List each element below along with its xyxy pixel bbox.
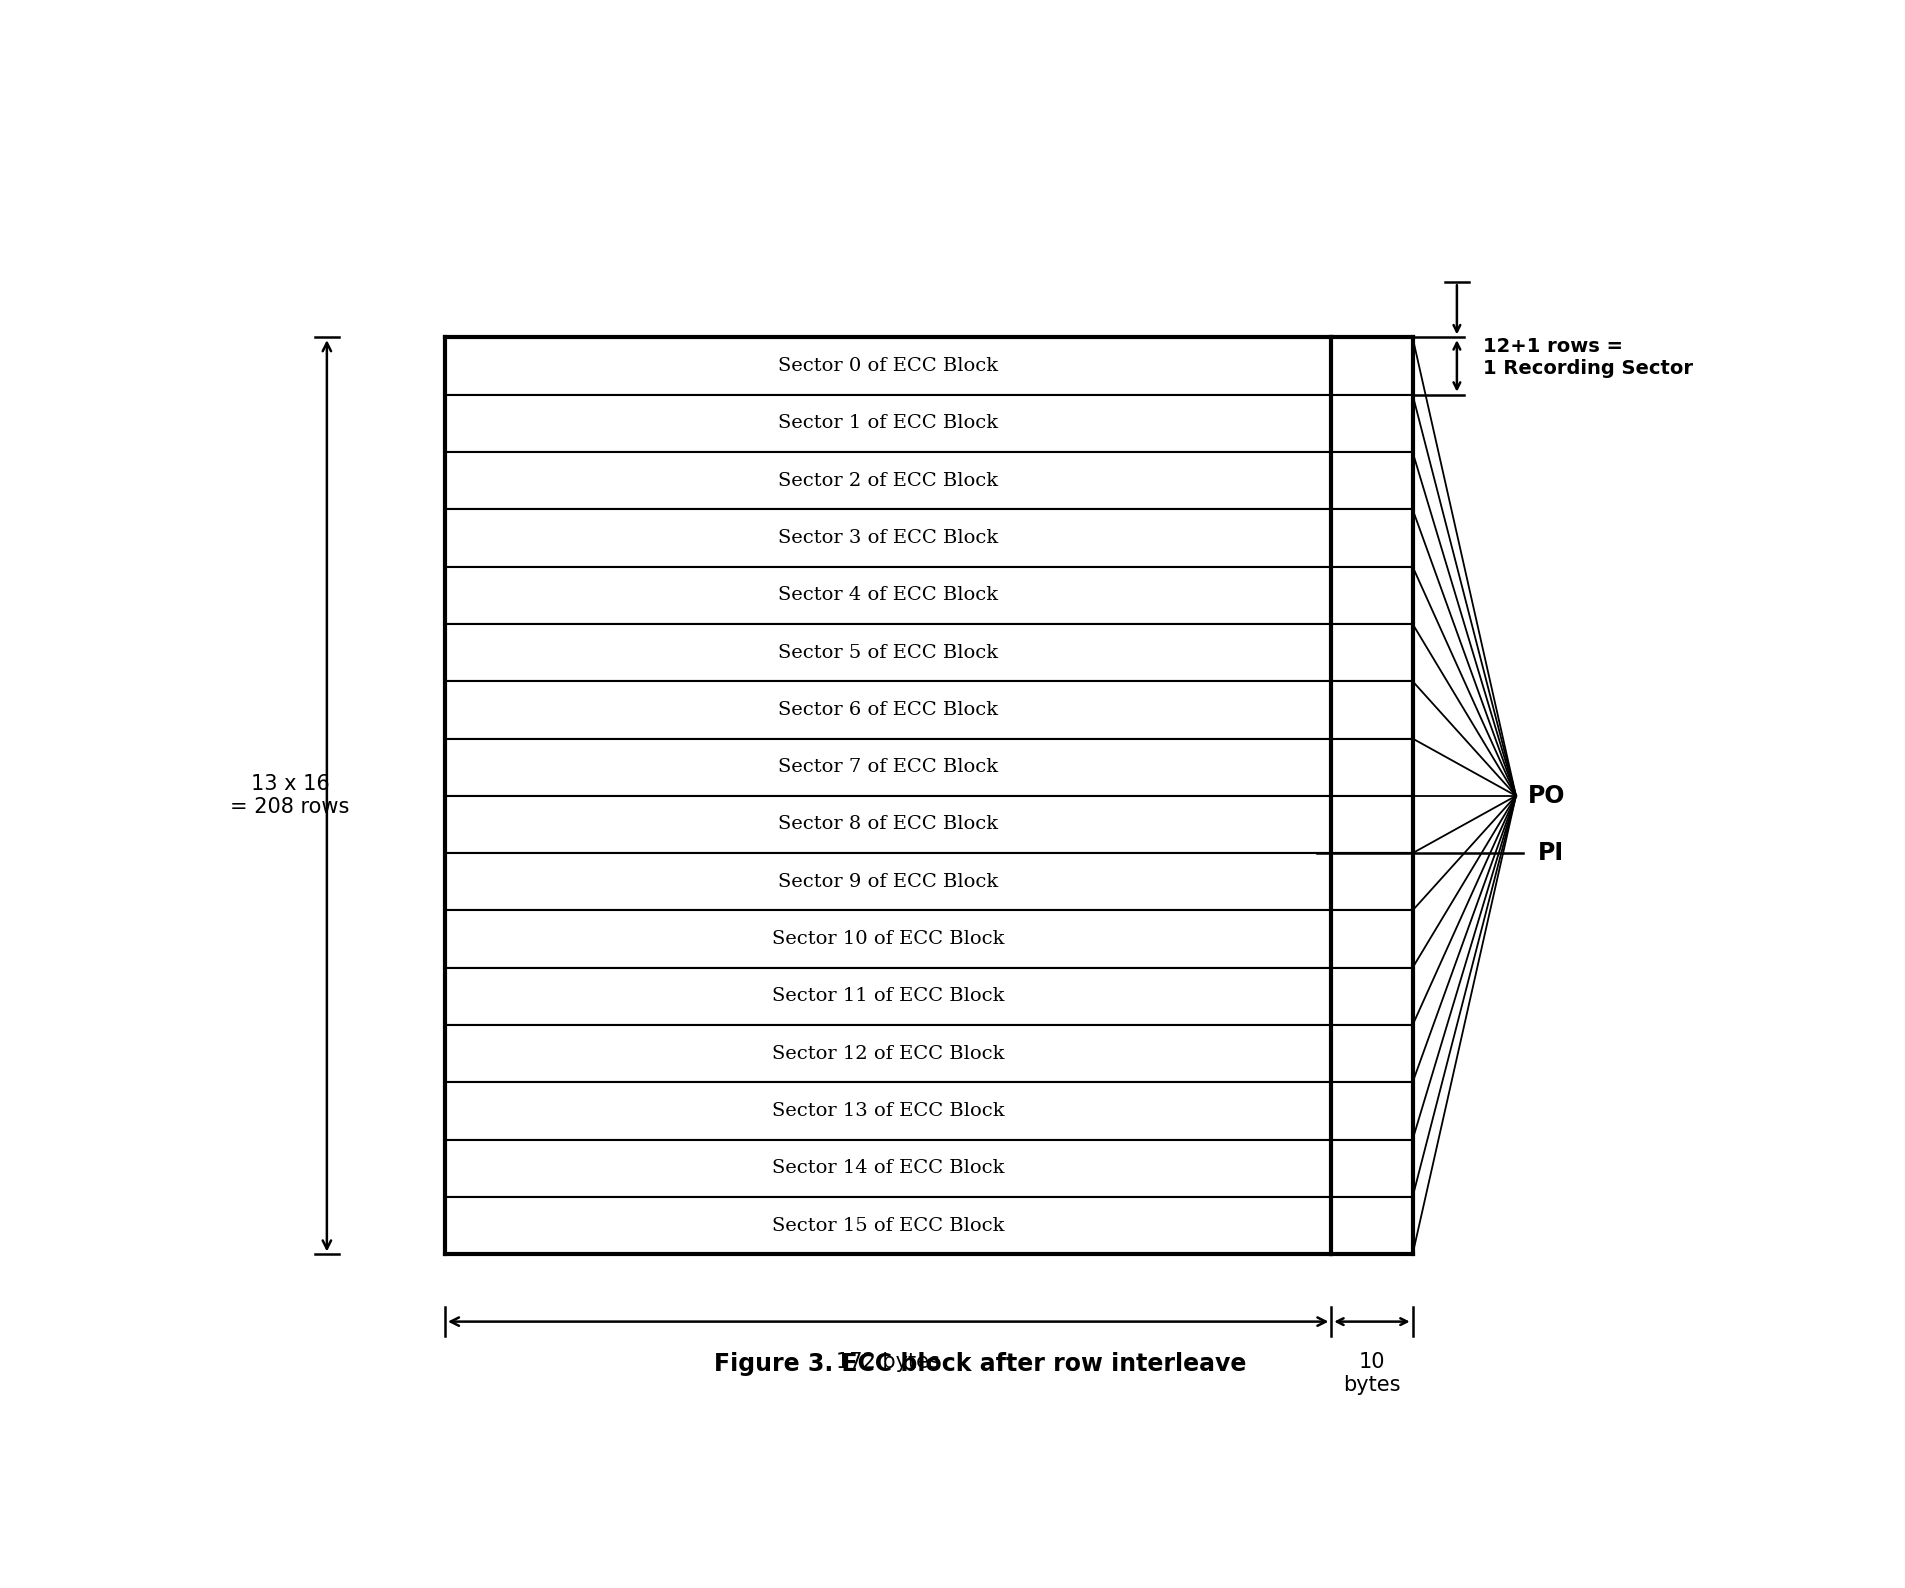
Text: Sector 11 of ECC Block: Sector 11 of ECC Block <box>772 988 1004 1005</box>
Bar <box>444 337 1330 394</box>
Bar <box>444 567 1330 624</box>
Bar <box>1330 681 1412 738</box>
Text: PO: PO <box>1528 784 1564 808</box>
Text: Sector 0 of ECC Block: Sector 0 of ECC Block <box>777 357 998 375</box>
Text: Sector 2 of ECC Block: Sector 2 of ECC Block <box>777 472 998 489</box>
Bar <box>1330 510 1412 567</box>
Text: 12+1 rows =
1 Recording Sector: 12+1 rows = 1 Recording Sector <box>1482 337 1694 378</box>
Bar <box>444 853 1330 910</box>
Text: Sector 1 of ECC Block: Sector 1 of ECC Block <box>777 414 998 432</box>
Bar <box>1330 337 1412 394</box>
Text: Sector 12 of ECC Block: Sector 12 of ECC Block <box>772 1045 1004 1062</box>
Bar <box>444 1197 1330 1255</box>
Text: Sector 10 of ECC Block: Sector 10 of ECC Block <box>772 931 1004 948</box>
Text: Sector 9 of ECC Block: Sector 9 of ECC Block <box>777 873 998 891</box>
Bar <box>1330 624 1412 681</box>
Text: 10
bytes: 10 bytes <box>1343 1353 1400 1396</box>
Bar <box>444 681 1330 738</box>
Text: Sector 15 of ECC Block: Sector 15 of ECC Block <box>772 1216 1004 1235</box>
Bar <box>1330 394 1412 453</box>
Bar <box>1330 1026 1412 1083</box>
Bar <box>1330 853 1412 910</box>
Bar <box>1330 738 1412 796</box>
Text: Figure 3. ECC block after row interleave: Figure 3. ECC block after row interleave <box>714 1353 1246 1377</box>
Bar <box>444 1140 1330 1197</box>
Text: Sector 8 of ECC Block: Sector 8 of ECC Block <box>777 816 998 834</box>
Bar <box>1330 567 1412 624</box>
Bar <box>444 1083 1330 1140</box>
Bar <box>444 510 1330 567</box>
Text: PI: PI <box>1537 842 1564 865</box>
Bar <box>1330 967 1412 1026</box>
Text: 172 bytes: 172 bytes <box>836 1353 939 1372</box>
Bar <box>1330 453 1412 510</box>
Bar <box>1330 910 1412 967</box>
Text: Sector 7 of ECC Block: Sector 7 of ECC Block <box>777 757 998 777</box>
Text: Sector 14 of ECC Block: Sector 14 of ECC Block <box>772 1159 1004 1177</box>
Text: Sector 3 of ECC Block: Sector 3 of ECC Block <box>777 529 998 546</box>
Text: Sector 13 of ECC Block: Sector 13 of ECC Block <box>772 1102 1004 1120</box>
Bar <box>1330 796 1412 853</box>
Text: 13 x 16
= 208 rows: 13 x 16 = 208 rows <box>231 775 349 818</box>
Bar <box>444 453 1330 510</box>
Bar <box>444 1026 1330 1083</box>
Bar <box>444 967 1330 1026</box>
Text: Sector 5 of ECC Block: Sector 5 of ECC Block <box>777 643 998 662</box>
Text: Sector 4 of ECC Block: Sector 4 of ECC Block <box>777 586 998 603</box>
Bar <box>1330 1140 1412 1197</box>
Bar <box>1330 1083 1412 1140</box>
Bar <box>444 796 1330 853</box>
Bar <box>444 394 1330 453</box>
Bar <box>444 910 1330 967</box>
Bar <box>444 738 1330 796</box>
Text: Sector 6 of ECC Block: Sector 6 of ECC Block <box>777 700 998 719</box>
Bar <box>444 624 1330 681</box>
Bar <box>1330 1197 1412 1255</box>
